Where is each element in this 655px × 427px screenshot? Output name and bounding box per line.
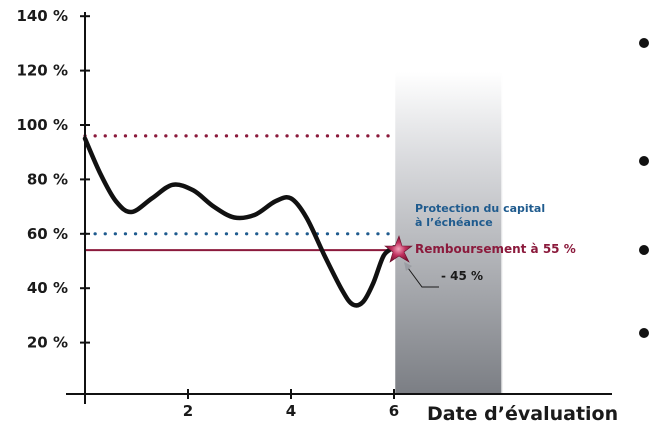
y-tick-label: 40 % <box>27 279 68 297</box>
drop-annotation-leader <box>407 267 439 288</box>
bullet-dot <box>639 328 649 338</box>
bullet-points <box>639 38 649 338</box>
drop-annotation-label: - 45 % <box>441 269 483 283</box>
bullet-dot <box>639 156 649 166</box>
series-line <box>82 136 397 308</box>
y-tick-label: 120 % <box>16 62 68 80</box>
shaded-region-fill <box>394 72 503 394</box>
x-tick-label: 4 <box>286 402 296 420</box>
series-group <box>82 136 397 308</box>
y-tick-label: 140 % <box>16 7 68 25</box>
y-tick-label: 60 % <box>27 225 68 243</box>
bullet-dot <box>639 245 649 255</box>
reference-lines <box>83 134 401 252</box>
maturity-shaded-region <box>393 72 503 394</box>
y-tick-label: 100 % <box>16 116 68 134</box>
y-axis-ticks: 20 % 40 % 60 % 80 % 100 % 120 % 140 % <box>16 7 90 352</box>
drop-annotation: - 45 % <box>404 262 483 288</box>
star-marker <box>384 235 413 263</box>
remboursement-annotation: Remboursement à 55 % <box>415 242 576 256</box>
protection-annotation-line2: à l’échéance <box>415 216 493 229</box>
x-tick-label: 6 <box>389 402 399 420</box>
drop-annotation-arrowhead <box>404 262 412 271</box>
x-axis-label: Date d’évaluation <box>427 403 618 425</box>
x-axis-ticks: 2 4 6 <box>183 389 399 420</box>
bullet-dot <box>639 38 649 48</box>
y-tick-label: 80 % <box>27 170 68 188</box>
y-tick-label: 20 % <box>27 334 68 352</box>
axes <box>66 12 612 404</box>
protection-annotation-line1: Protection du capital <box>415 202 545 215</box>
protection-annotation: Protection du capital à l’échéance <box>415 202 545 229</box>
x-tick-label: 2 <box>183 402 193 420</box>
